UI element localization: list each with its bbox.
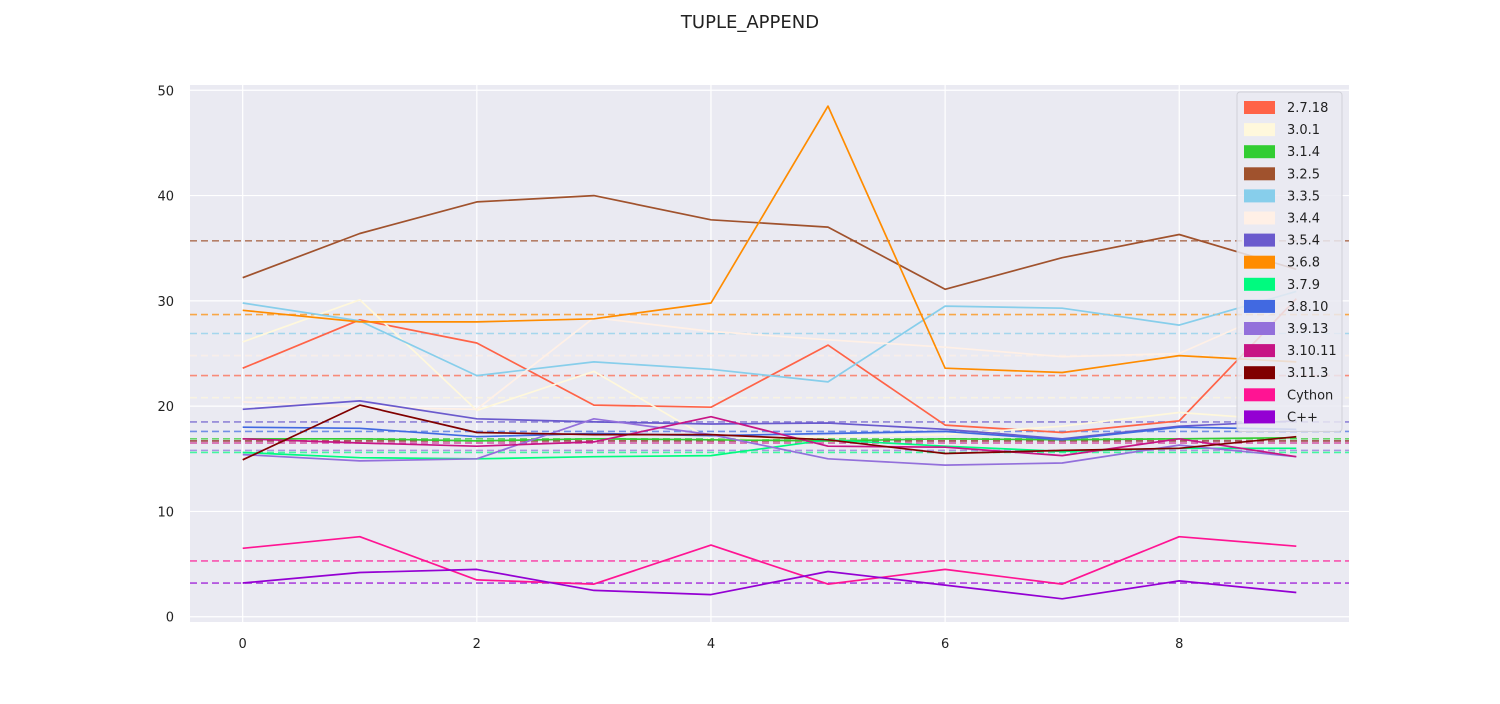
series-line-3.9.13 <box>242 417 1297 466</box>
legend-label-3.10.11: 3.10.11 <box>1287 344 1337 359</box>
legend-swatch-3.5.4 <box>1244 233 1275 247</box>
legend-swatch-3.11.3 <box>1244 366 1275 380</box>
y-tick-label: 50 <box>157 84 174 99</box>
y-tick-label: 30 <box>157 295 174 310</box>
tick-labels: 0 2 4 6 8 0 10 20 30 40 50 <box>157 84 1183 652</box>
legend-swatch-3.7.9 <box>1244 277 1275 291</box>
legend-swatch-3.3.5 <box>1244 189 1275 203</box>
series-line-3.4.4 <box>242 301 1297 411</box>
legend: 2.7.18 3.0.1 3.1.4 3.2.5 3.3.5 3.4.4 3.5.4 3.6.… <box>1236 91 1343 432</box>
legend-label-3.4.4: 3.4.4 <box>1287 212 1320 227</box>
legend-label-3.0.1: 3.0.1 <box>1287 123 1320 138</box>
legend-label-C++: C++ <box>1287 410 1318 425</box>
series-line-3.10.11 <box>242 415 1297 458</box>
legend-label-3.3.5: 3.3.5 <box>1287 189 1320 204</box>
legend-swatch-2.7.18 <box>1244 101 1275 114</box>
x-tick-label: 6 <box>941 637 949 652</box>
series-line-3.6.8 <box>242 105 1297 374</box>
y-tick-label: 0 <box>166 611 174 626</box>
legend-label-3.2.5: 3.2.5 <box>1287 167 1320 182</box>
series-line-3.8.10 <box>242 426 1297 441</box>
y-tick-label: 40 <box>157 190 174 205</box>
series-lines <box>242 105 1297 600</box>
legend-swatch-3.8.10 <box>1244 299 1275 313</box>
series-line-3.1.4 <box>242 436 1297 442</box>
legend-swatch-C++ <box>1244 410 1275 424</box>
legend-label-3.9.13: 3.9.13 <box>1287 322 1328 337</box>
legend-swatch-3.0.1 <box>1244 123 1275 137</box>
x-tick-label: 0 <box>239 637 247 652</box>
legend-swatch-3.4.4 <box>1244 211 1275 225</box>
x-tick-label: 4 <box>707 637 715 652</box>
legend-label-Cython: Cython <box>1287 388 1333 403</box>
series-line-3.5.4 <box>242 400 1297 440</box>
legend-swatch-3.1.4 <box>1244 145 1275 159</box>
legend-label-3.11.3: 3.11.3 <box>1287 366 1328 381</box>
chart-title: TUPLE_APPEND <box>680 12 819 33</box>
series-line-3.2.5 <box>242 194 1297 291</box>
legend-label-3.7.9: 3.7.9 <box>1287 278 1320 293</box>
legend-swatch-Cython <box>1244 388 1275 402</box>
series-line-3.3.5 <box>242 290 1297 383</box>
x-tick-label: 8 <box>1175 637 1183 652</box>
series-line-3.0.1 <box>242 298 1297 441</box>
legend-label-2.7.18: 2.7.18 <box>1287 101 1328 116</box>
legend-swatch-3.9.13 <box>1244 322 1275 335</box>
legend-label-3.6.8: 3.6.8 <box>1287 256 1320 271</box>
legend-label-3.1.4: 3.1.4 <box>1287 145 1320 160</box>
legend-label-3.8.10: 3.8.10 <box>1287 300 1328 315</box>
legend-swatch-3.6.8 <box>1244 255 1275 269</box>
series-line-Cython <box>242 535 1297 585</box>
series-line-3.11.3 <box>242 404 1297 461</box>
legend-swatch-3.2.5 <box>1244 167 1275 181</box>
series-line-C++ <box>242 568 1297 600</box>
y-tick-label: 20 <box>157 400 174 415</box>
y-tick-label: 10 <box>157 505 174 520</box>
legend-swatch-3.10.11 <box>1244 344 1275 358</box>
grid <box>190 85 1349 622</box>
x-tick-label: 2 <box>473 637 481 652</box>
legend-label-3.5.4: 3.5.4 <box>1287 234 1320 249</box>
